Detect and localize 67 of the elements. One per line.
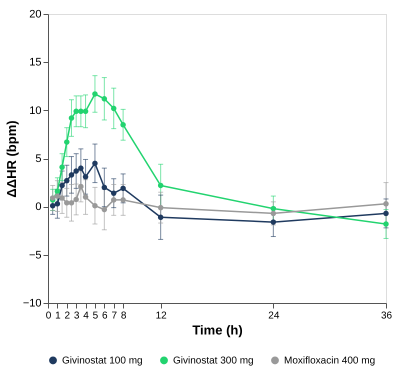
point	[120, 122, 126, 128]
point	[92, 91, 98, 97]
point	[64, 200, 70, 206]
x-tick-label: 4	[83, 310, 90, 322]
x-tick-label: 7	[111, 310, 118, 322]
point	[102, 206, 108, 212]
point	[110, 190, 116, 196]
point	[158, 214, 164, 220]
point	[383, 221, 389, 227]
point	[82, 108, 88, 114]
point	[50, 202, 56, 208]
point	[270, 206, 276, 212]
point	[73, 108, 79, 114]
point	[54, 201, 60, 207]
point	[59, 164, 65, 170]
legend-label: Moxifloxacin 400 mg	[284, 355, 376, 366]
point	[64, 139, 70, 145]
x-tick-label: 3	[74, 310, 80, 322]
point	[120, 197, 126, 203]
point	[64, 178, 70, 184]
y-tick-label: 20	[29, 8, 42, 20]
point	[59, 182, 65, 188]
x-tick-label: 2	[64, 310, 70, 322]
x-tick-label: 12	[156, 310, 168, 322]
point	[110, 106, 116, 112]
point	[59, 195, 65, 201]
point	[73, 196, 79, 202]
point	[158, 182, 164, 188]
y-tick-label: −5	[28, 249, 42, 262]
point	[78, 184, 84, 190]
point	[270, 210, 276, 216]
point	[110, 197, 116, 203]
x-tick-label: 1	[55, 310, 62, 322]
point	[68, 115, 74, 121]
point	[383, 210, 389, 216]
point	[54, 188, 60, 194]
x-tick-label: 8	[120, 310, 127, 322]
x-tick-label: 5	[92, 310, 99, 322]
point	[54, 193, 60, 199]
point	[73, 168, 79, 174]
point	[78, 108, 84, 114]
x-tick-label: 6	[102, 310, 108, 322]
x-axis-title: Time (h)	[192, 322, 243, 338]
x-tick-label: 24	[268, 310, 280, 322]
point	[82, 174, 88, 180]
y-axis-title: ΔΔHR (bpm)	[4, 120, 19, 198]
point	[120, 186, 126, 192]
point	[68, 200, 74, 206]
legend-label: Givinostat 100 mg	[62, 355, 143, 366]
y-tick-label: −10	[22, 298, 42, 310]
x-tick-label: 0	[46, 310, 52, 322]
point	[78, 165, 84, 171]
point	[270, 219, 276, 225]
point	[158, 204, 164, 210]
y-tick-label: 5	[35, 153, 42, 165]
point	[82, 194, 88, 200]
legend-label: Givinostat 300 mg	[173, 355, 254, 366]
point	[68, 172, 74, 178]
point	[92, 160, 98, 166]
point	[102, 184, 108, 190]
point	[102, 96, 108, 102]
y-tick-label: 15	[29, 56, 42, 69]
y-tick-label: 0	[35, 201, 42, 214]
point	[92, 202, 98, 208]
y-tick-label: 10	[29, 104, 42, 117]
x-tick-label: 36	[380, 310, 392, 322]
point	[383, 201, 389, 207]
